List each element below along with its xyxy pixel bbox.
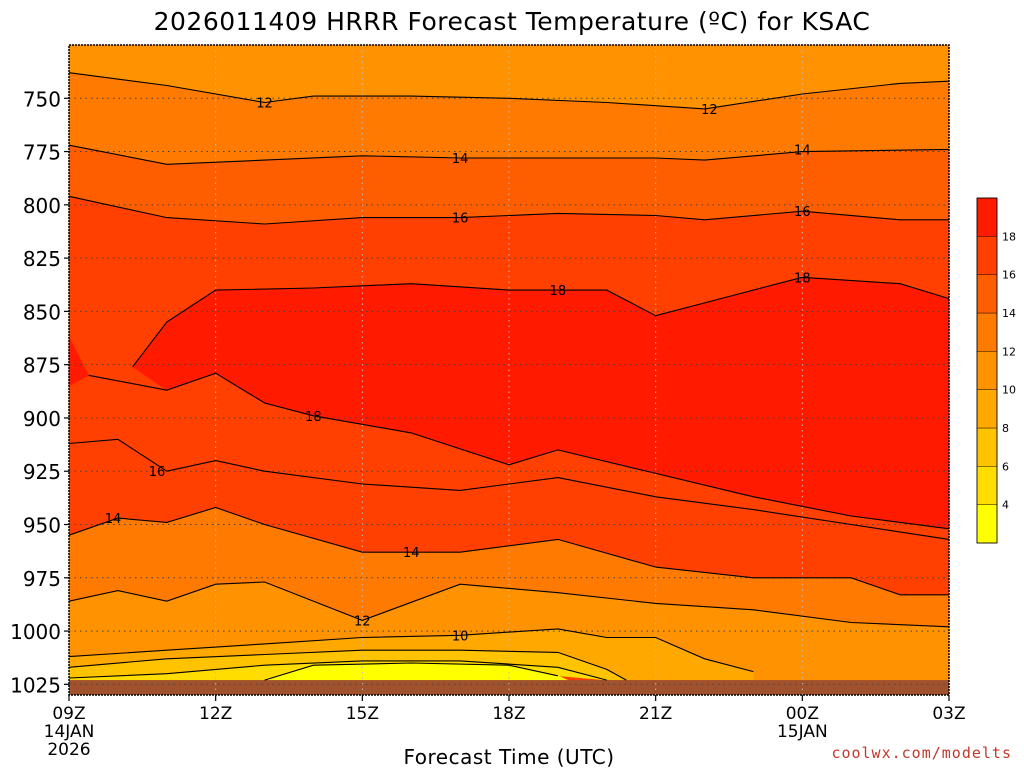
y-tick-label: 950 xyxy=(23,514,61,538)
contour-line-18-4 xyxy=(132,276,950,368)
y-tick-label: 800 xyxy=(23,194,61,218)
colorbar-swatch-1 xyxy=(976,466,998,505)
y-tick-label: 925 xyxy=(23,460,61,484)
contour-line-6-10 xyxy=(68,660,607,681)
x-tick-label: 03Z xyxy=(932,704,965,724)
x-tick-label: 18Z xyxy=(492,704,525,724)
colorbar: 4 6 8 10 12 14 16 18 xyxy=(976,197,1016,544)
colorbar-label: 6 xyxy=(1002,460,1009,473)
contour-line-10-8 xyxy=(68,628,754,673)
contour-label-18: 18 xyxy=(550,284,567,299)
y-tick-label: 900 xyxy=(23,407,61,431)
contour-label-14: 14 xyxy=(452,152,469,167)
x-tick-label: 12Z xyxy=(199,704,232,724)
contour-line-12-0 xyxy=(68,72,950,110)
colorbar-label: 8 xyxy=(1002,422,1009,435)
contour-line-18-3 xyxy=(88,372,950,530)
y-tick-label: 850 xyxy=(23,300,61,324)
ground-band xyxy=(69,680,949,695)
contour-label-12: 12 xyxy=(354,614,371,629)
contour-line-8-9 xyxy=(68,649,627,681)
contour-line-16-2 xyxy=(68,195,949,225)
contour-line-12-7 xyxy=(68,581,950,628)
colorbar-swatch-3 xyxy=(976,389,998,429)
source-credit: coolwx.com/modelts xyxy=(831,744,1012,762)
contour-lines xyxy=(68,72,950,681)
y-tick-label: 825 xyxy=(23,247,61,271)
colorbar-label: 4 xyxy=(1002,499,1009,512)
contour-line-14-1 xyxy=(68,144,950,165)
x-axis-label: Forecast Time (UTC) xyxy=(403,745,614,768)
contour-line-14-6 xyxy=(68,506,949,596)
contour-label-16: 16 xyxy=(452,212,469,227)
x-tick-label: 21Z xyxy=(639,704,672,724)
y-tick-label: 875 xyxy=(23,354,61,378)
y-tick-label: 775 xyxy=(23,141,61,165)
contour-label-12: 12 xyxy=(701,103,718,118)
contour-label-14: 14 xyxy=(794,143,811,158)
y-tick-label: 1000 xyxy=(10,620,61,644)
contour-label-18: 18 xyxy=(305,410,322,425)
contour-labels: 12 12 14 14 16 16 18 18 18 16 14 14 12 10 xyxy=(105,97,811,645)
y-tick-label: 975 xyxy=(23,567,61,591)
x-tick-year: 2026 xyxy=(47,740,90,760)
x-tick-date: 15JAN xyxy=(777,722,828,742)
contour-line-16-5 xyxy=(68,438,950,540)
contour-label-10: 10 xyxy=(452,629,469,644)
colorbar-label: 16 xyxy=(1002,269,1016,282)
y-tick-label: 750 xyxy=(23,87,61,111)
colorbar-label: 14 xyxy=(1002,307,1016,320)
y-tick-label: 1025 xyxy=(10,673,61,697)
x-tick-label: 00Z xyxy=(786,704,819,724)
colorbar-label: 10 xyxy=(1002,384,1016,397)
colorbar-frame xyxy=(976,197,998,544)
colorbar-label: 18 xyxy=(1002,230,1016,243)
contour-label-14: 14 xyxy=(403,546,420,561)
colorbar-swatch-0 xyxy=(976,504,998,544)
contour-line-4-11 xyxy=(264,662,559,681)
contour-label-16: 16 xyxy=(149,465,166,480)
colorbar-swatch-5 xyxy=(976,312,998,352)
x-tick-label: 09Z xyxy=(52,704,85,724)
colorbar-swatch-2 xyxy=(976,427,998,467)
contour-label-12: 12 xyxy=(256,97,273,112)
colorbar-swatch-7 xyxy=(976,236,998,275)
chart-title: 2026011409 HRRR Forecast Temperature (ºC… xyxy=(154,7,871,36)
ground-fill xyxy=(69,680,949,695)
contour-label-14: 14 xyxy=(105,512,122,527)
colorbar-swatch-6 xyxy=(976,274,998,314)
x-tick-date: 14JAN xyxy=(44,722,95,742)
contour-label-18: 18 xyxy=(794,271,811,286)
x-tick-label: 15Z xyxy=(346,704,379,724)
contour-label-16: 16 xyxy=(794,205,811,220)
colorbar-label: 12 xyxy=(1002,345,1016,358)
y-axis: 750 775 800 825 850 875 900 925 950 975 1000 1025 xyxy=(10,87,69,697)
colorbar-swatch-4 xyxy=(976,351,998,390)
colorbar-swatch-8 xyxy=(976,197,998,237)
